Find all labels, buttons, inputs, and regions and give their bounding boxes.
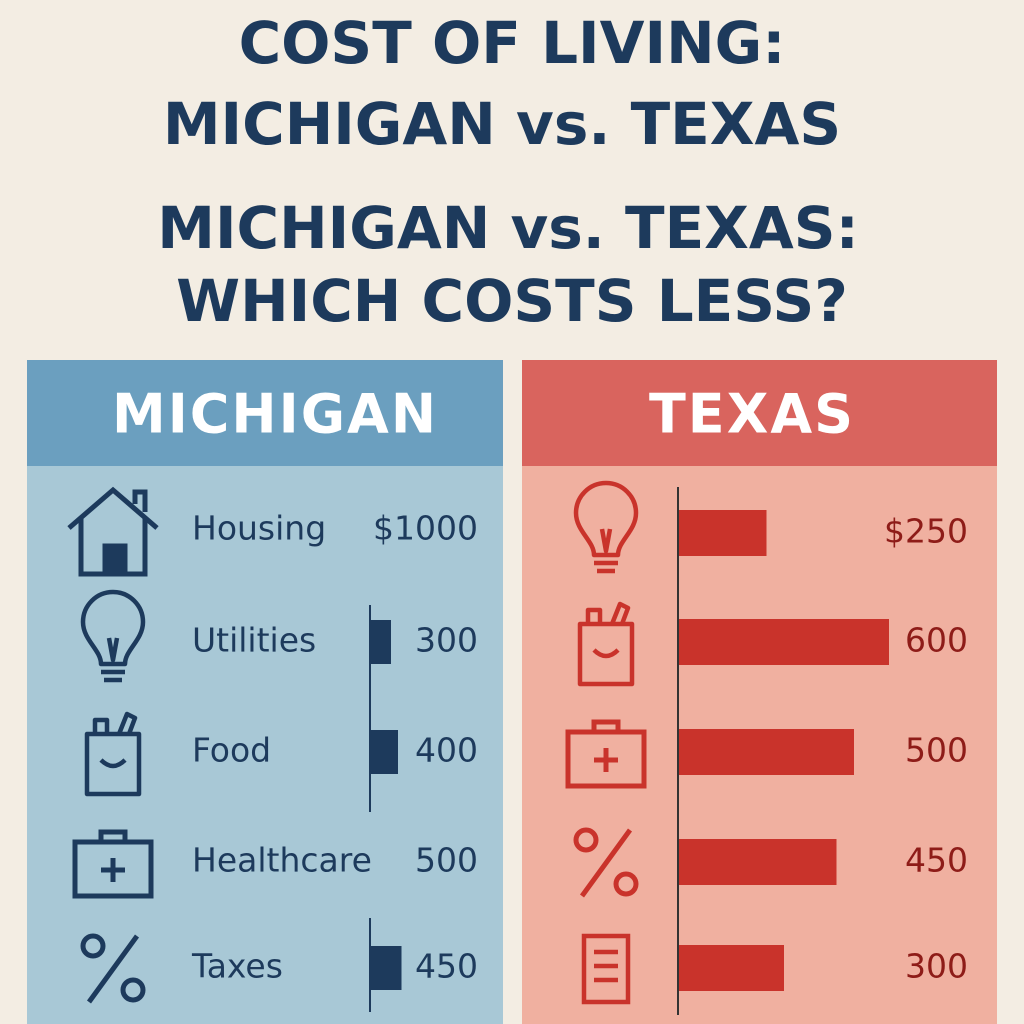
icon-part [105,546,125,574]
bar [679,839,837,885]
texas-panel [522,360,997,1024]
bar [679,945,784,991]
row-label: Taxes [191,947,283,986]
value-label: $1000 [373,509,478,548]
icon [80,933,146,1004]
icon-part [80,589,146,683]
texas-heading: TEXAS [649,383,855,446]
icon-part [565,719,647,789]
icon-part [84,711,142,797]
icon [573,480,639,574]
icon [577,601,635,687]
bar [679,510,767,556]
icon [581,933,631,1005]
row-label: Utilities [192,621,316,660]
michigan-header [27,360,503,466]
icon [573,827,639,898]
subtitle: MICHIGAN vs. TEXAS: [157,194,859,262]
icon [84,711,142,797]
value-label: 400 [415,731,478,770]
row-label: Housing [192,509,326,548]
bar [370,620,391,664]
icon-part [573,480,639,574]
icon-part [581,933,631,1005]
michigan-panel [27,360,503,1024]
title: MICHIGAN vs. TEXAS [163,90,841,158]
icon [565,719,647,789]
value-label: 300 [415,621,478,660]
icon [72,829,154,899]
michigan-heading: MICHIGAN [112,383,438,446]
value-label: 450 [905,841,968,880]
value-label: 500 [905,731,968,770]
icon [67,486,159,577]
value-label: $250 [884,512,968,551]
icon-part [577,601,635,687]
title: COST OF LIVING: [239,9,786,77]
value-label: 500 [415,841,478,880]
bar [679,619,889,665]
row-label: Food [192,731,271,770]
icon-part [72,829,154,899]
value-label: 450 [415,947,478,986]
icon-part [573,827,639,898]
bar [370,730,398,774]
row-label: Healthcare [192,841,372,880]
icon-part [80,933,146,1004]
bar [370,946,402,990]
value-label: 300 [905,947,968,986]
value-label: 600 [905,621,968,660]
icon [80,589,146,683]
subtitle: WHICH COSTS LESS? [176,267,848,335]
bar [679,729,854,775]
texas-header [522,360,997,466]
